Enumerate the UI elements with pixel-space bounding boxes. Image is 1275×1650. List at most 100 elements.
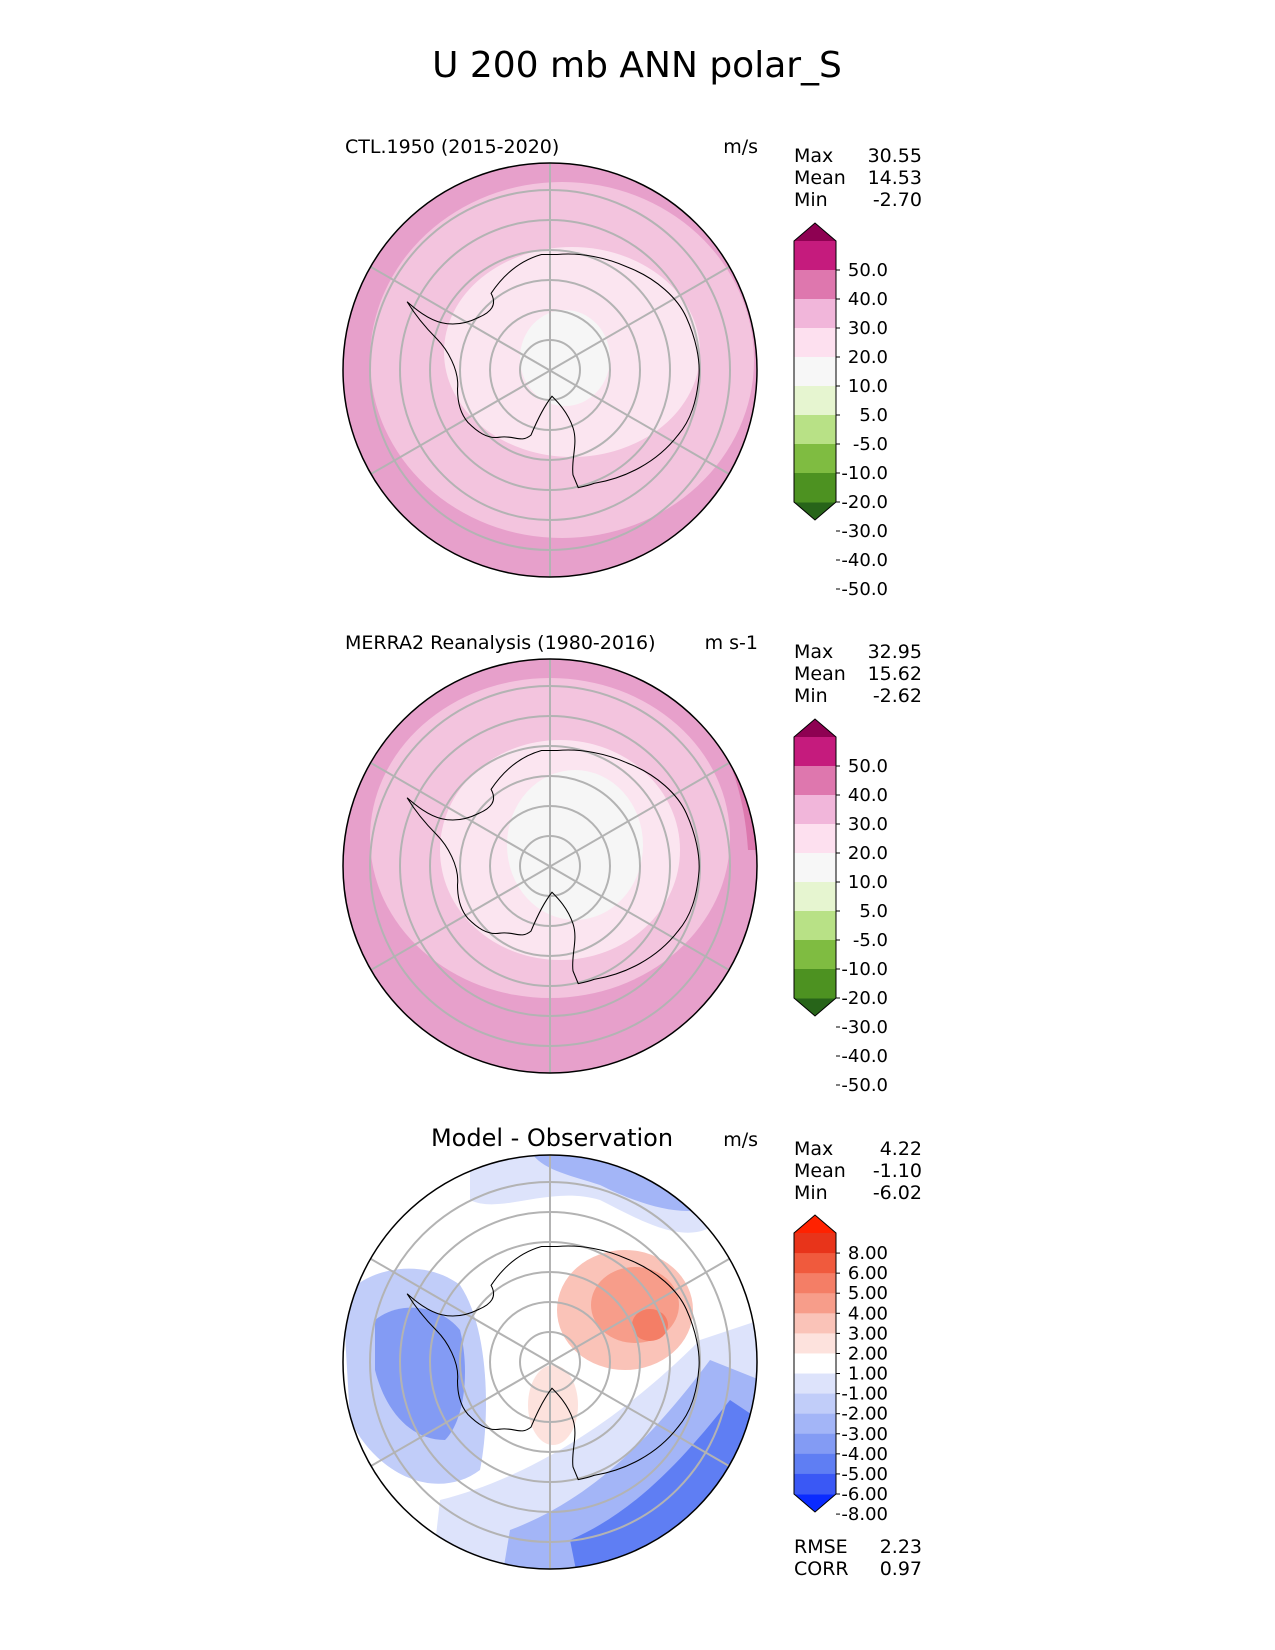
panel-model-colorbar: 50.0 40.0 30.0 20.0 10.0 5.0 -5.0 -10.0 -20.0 -30…	[793, 222, 888, 600]
colorbar-tick-label: -2.00	[841, 1404, 888, 1425]
colorbar-segment	[794, 940, 836, 970]
colorbar-extend-min	[794, 998, 836, 1016]
panel-diff-metrics: RMSE 2.23 CORR 0.97	[794, 1536, 922, 1580]
colorbar-tick-label: -1.00	[841, 1384, 888, 1405]
colorbar-segment	[794, 1313, 836, 1334]
stat-max-label: Max	[794, 145, 833, 167]
panel-diff-colorbar: 8.006.005.004.003.002.001.00-1.00-2.00-3…	[793, 1214, 888, 1525]
panel-obs-units: m s-1	[705, 632, 758, 654]
stat-mean-label: Mean	[794, 1160, 846, 1182]
colorbar-tick-label: -10.0	[841, 463, 888, 484]
colorbar-tick-label: 1.00	[848, 1364, 888, 1385]
stat-mean-label: Mean	[794, 663, 846, 685]
colorbar-tick-label: 10.0	[848, 872, 888, 893]
colorbar-tick-label: 20.0	[848, 347, 888, 368]
colorbar-tick-label: 30.0	[848, 318, 888, 339]
panel-model-map-border	[342, 162, 758, 578]
colorbar-tick-label: 50.0	[848, 260, 888, 281]
colorbar-tick-label: -5.0	[853, 434, 888, 455]
colorbar-segment	[794, 1433, 836, 1455]
colorbar-segment	[794, 737, 836, 767]
panel-diff-units: m/s	[723, 1129, 758, 1151]
colorbar-tick-label: -50.0	[841, 579, 888, 600]
stat-min-value: -6.02	[873, 1182, 922, 1204]
stat-max-value: 32.95	[868, 641, 922, 663]
metric-rmse-label: RMSE	[794, 1536, 848, 1558]
stat-min-label: Min	[794, 685, 828, 707]
colorbar-tick-label: 5.0	[859, 405, 888, 426]
colorbar-segment	[794, 882, 836, 912]
colorbar-tick-label: 6.00	[848, 1263, 888, 1284]
colorbar-segment	[794, 1293, 836, 1314]
colorbar-tick-label: -30.0	[841, 1017, 888, 1038]
field-band-minus5-5	[520, 310, 610, 406]
colorbar-segment	[794, 1373, 836, 1395]
panel-obs-colorbar: 50.0 40.0 30.0 20.0 10.0 5.0 -5.0 -10.0 -20.0 -30…	[793, 718, 888, 1096]
colorbar-segment	[794, 444, 836, 474]
stat-min-label: Min	[794, 189, 828, 211]
stat-max-value: 4.22	[880, 1138, 922, 1160]
colorbar-tick-label: 30.0	[848, 814, 888, 835]
figure-title: U 200 mb ANN polar_S	[432, 45, 842, 86]
panel-diff-graticule	[369, 1155, 731, 1569]
colorbar-segment	[794, 1413, 836, 1435]
colorbar-segment	[794, 270, 836, 300]
colorbar-tick-label: -3.00	[841, 1424, 888, 1445]
colorbar-segment	[794, 1453, 836, 1475]
stat-max-label: Max	[794, 1138, 833, 1160]
colorbar-tick-label: 8.00	[848, 1243, 888, 1264]
colorbar-segment	[794, 357, 836, 387]
colorbar-tick-label: -10.0	[841, 959, 888, 980]
colorbar-segment	[794, 299, 836, 329]
panel-model-field	[343, 163, 757, 577]
colorbar-tick-label: -5.0	[853, 930, 888, 951]
colorbar-segment	[794, 1233, 836, 1254]
colorbar-tick-label: 40.0	[848, 785, 888, 806]
colorbar-segment	[794, 853, 836, 883]
colorbar-tick-label: 4.00	[848, 1303, 888, 1324]
colorbar-tick-label: -8.00	[841, 1504, 888, 1525]
colorbar-segment	[794, 1393, 836, 1415]
stat-min-value: -2.62	[873, 685, 922, 707]
colorbar-extend-min	[794, 1494, 836, 1512]
panel-model: CTL.1950 (2015-2020) m/s Max 30.55 Mean …	[342, 136, 922, 600]
colorbar-tick-label: 5.0	[859, 901, 888, 922]
colorbar-segment	[794, 1353, 836, 1375]
field-band-neg2-4-top	[530, 1155, 700, 1211]
colorbar-segment	[794, 766, 836, 796]
colorbar-segment	[794, 328, 836, 358]
colorbar-tick-label: 5.00	[848, 1283, 888, 1304]
colorbar-segment	[794, 415, 836, 445]
colorbar-segment	[794, 241, 836, 271]
panel-model-units: m/s	[723, 136, 758, 158]
colorbar-tick-label: -40.0	[841, 550, 888, 571]
stat-mean-value: -1.10	[873, 1160, 922, 1182]
stat-min-label: Min	[794, 1182, 828, 1204]
colorbar-tick-label: -6.00	[841, 1484, 888, 1505]
colorbar-tick-label: -50.0	[841, 1075, 888, 1096]
colorbar-segment	[794, 824, 836, 854]
colorbar-extend-max	[794, 223, 836, 241]
colorbar-segment	[794, 795, 836, 825]
panel-model-title: CTL.1950 (2015-2020)	[345, 136, 559, 158]
stat-mean-value: 14.53	[868, 167, 922, 189]
colorbar-segment	[794, 969, 836, 999]
panel-obs-graticule	[369, 659, 731, 1073]
panel-obs-title: MERRA2 Reanalysis (1980-2016)	[345, 632, 656, 654]
field-band-neg4-5-west	[375, 1307, 465, 1440]
panel-obs: MERRA2 Reanalysis (1980-2016) m s-1 Max …	[342, 632, 922, 1096]
stat-min-value: -2.70	[873, 189, 922, 211]
colorbar-tick-label: 40.0	[848, 289, 888, 310]
colorbar-segment	[794, 1273, 836, 1294]
colorbar-tick-label: -5.00	[841, 1464, 888, 1485]
panel-diff-stats: Max 4.22 Mean -1.10 Min -6.02	[794, 1138, 922, 1204]
colorbar-extend-max	[794, 1215, 836, 1233]
stat-mean-label: Mean	[794, 167, 846, 189]
colorbar-tick-label: -40.0	[841, 1046, 888, 1067]
stat-mean-value: 15.62	[868, 663, 922, 685]
panel-diff-map-border	[342, 1154, 758, 1570]
colorbar-segment	[794, 1333, 836, 1354]
panel-obs-map-border	[342, 658, 758, 1074]
field-band-4-5	[632, 1309, 668, 1341]
